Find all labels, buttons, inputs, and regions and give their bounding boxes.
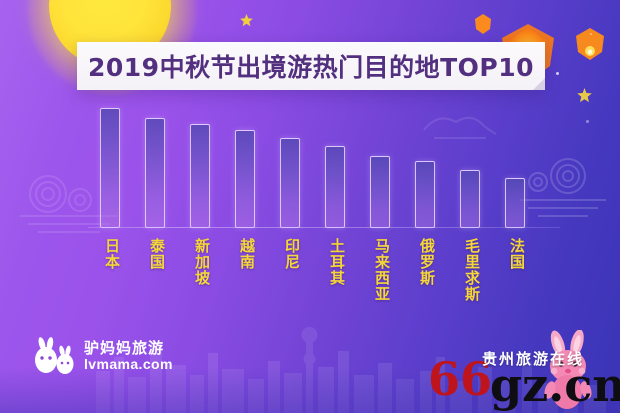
star-icon bbox=[240, 14, 253, 27]
sky-lantern-small-icon bbox=[576, 28, 604, 60]
bar-singapore[interactable] bbox=[190, 124, 210, 228]
bar-france[interactable] bbox=[505, 178, 525, 228]
ground-haze bbox=[0, 367, 620, 413]
watermark-digits: 66 bbox=[428, 352, 493, 406]
bar-vietnam[interactable] bbox=[235, 130, 255, 228]
sky-lantern-tiny-icon bbox=[475, 14, 491, 34]
category-label-1: 日本 bbox=[103, 238, 121, 270]
category-label-5: 印尼 bbox=[283, 238, 301, 270]
bar-mauritius[interactable] bbox=[460, 170, 480, 228]
category-label-7: 马来西亚 bbox=[373, 238, 391, 302]
bar-russia[interactable] bbox=[415, 161, 435, 228]
chart-plot-area bbox=[95, 96, 555, 228]
category-label-3: 新加坡 bbox=[193, 238, 211, 286]
cloud-spiral-pattern-right bbox=[520, 158, 606, 217]
category-label-10: 法国 bbox=[508, 238, 526, 270]
sparkle-dot bbox=[556, 72, 559, 75]
chart-category-labels: 日本 泰国 新加坡 越南 印尼 土耳其 马来西亚 俄罗斯 毛里求斯 法国 bbox=[95, 238, 555, 316]
page-title: 2019中秋节出境游热门目的地TOP10 bbox=[88, 53, 534, 82]
category-label-4: 越南 bbox=[238, 238, 256, 270]
bar-indonesia[interactable] bbox=[280, 138, 300, 228]
brand-lvmama[interactable]: 驴妈妈旅游 lvmama.com bbox=[30, 336, 173, 376]
brand-text-block: 驴妈妈旅游 lvmama.com bbox=[84, 338, 173, 372]
watermark-66gz: 66 gz.cn 贵州旅游在线 bbox=[424, 330, 620, 410]
bar-thailand[interactable] bbox=[145, 118, 165, 228]
chart-baseline bbox=[88, 227, 560, 228]
watermark-domain: gz.cn bbox=[490, 358, 620, 412]
bar-japan[interactable] bbox=[100, 108, 120, 228]
bar-chart: 日本 泰国 新加坡 越南 印尼 土耳其 马来西亚 俄罗斯 毛里求斯 法国 bbox=[0, 96, 620, 316]
sparkle-dot-2 bbox=[590, 33, 592, 35]
rabbit-logo-icon bbox=[35, 337, 74, 374]
category-label-8: 俄罗斯 bbox=[418, 238, 436, 286]
sparkle-dot-3 bbox=[586, 120, 589, 123]
bar-turkey[interactable] bbox=[325, 146, 345, 228]
category-label-9: 毛里求斯 bbox=[463, 238, 481, 302]
star-icon-2 bbox=[577, 88, 592, 103]
watermark-caption: 贵州旅游在线 bbox=[482, 350, 585, 368]
brand-name-cn: 驴妈妈旅游 bbox=[84, 338, 165, 357]
cloud-wisp-pattern bbox=[423, 116, 497, 139]
category-label-2: 泰国 bbox=[148, 238, 166, 270]
brand-name-en: lvmama.com bbox=[84, 355, 173, 372]
category-label-6: 土耳其 bbox=[328, 238, 346, 286]
bar-malaysia[interactable] bbox=[370, 156, 390, 228]
title-card: 2019中秋节出境游热门目的地TOP10 bbox=[77, 42, 545, 90]
rabbit-mascot-icon bbox=[544, 330, 592, 409]
